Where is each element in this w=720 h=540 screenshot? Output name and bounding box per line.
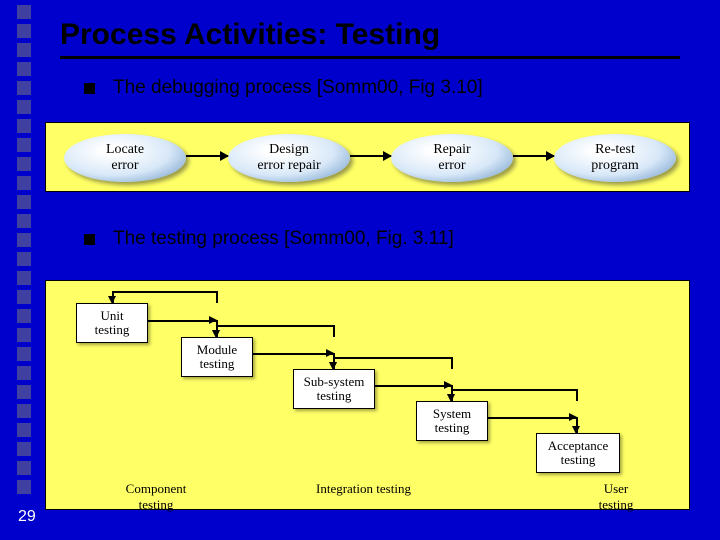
fb-edge <box>216 325 334 327</box>
fb-edge <box>333 357 335 369</box>
sidebar-decoration <box>0 0 48 540</box>
fb-edge <box>216 325 218 337</box>
box-subsystem: Sub-systemtesting <box>293 369 375 409</box>
fwd-edge <box>253 353 333 355</box>
bullet-icon <box>84 83 95 94</box>
fb-edge <box>451 389 453 401</box>
oval-repair-error: Repairerror <box>391 134 513 182</box>
fb-edge <box>451 357 453 369</box>
page-number: 29 <box>18 508 36 526</box>
box-unit: Unittesting <box>76 303 148 343</box>
cap-component: Componenttesting <box>111 481 201 513</box>
fb-edge <box>333 357 452 359</box>
arrow-2 <box>350 155 391 157</box>
bullet-1: The debugging process [Somm00, Fig 3.10] <box>84 77 710 99</box>
bullet-2-text: The testing process [Somm00, Fig. 3.11] <box>113 228 454 250</box>
fb-edge <box>216 291 218 303</box>
fwd-edge <box>488 417 576 419</box>
box-acceptance: Acceptancetesting <box>536 433 620 473</box>
cap-user: Usertesting <box>586 481 646 513</box>
arrow-1 <box>186 155 228 157</box>
bullet-1-text: The debugging process [Somm00, Fig 3.10] <box>113 77 483 99</box>
box-system: Systemtesting <box>416 401 488 441</box>
bullet-2: The testing process [Somm00, Fig. 3.11] <box>84 228 454 250</box>
title-underline <box>60 56 680 59</box>
cap-integration: Integration testing <box>316 481 411 497</box>
debugging-diagram: Locateerror Designerror repair Repairerr… <box>45 122 690 192</box>
slide-title: Process Activities: Testing <box>60 10 710 56</box>
arrow-3 <box>513 155 554 157</box>
fb-edge <box>451 389 577 391</box>
fwd-edge <box>148 320 216 322</box>
oval-locate-error: Locateerror <box>64 134 186 182</box>
fwd-edge <box>576 417 578 433</box>
fb-edge <box>112 291 114 303</box>
fb-edge <box>576 389 578 401</box>
fb-edge <box>333 325 335 337</box>
slide-content: Process Activities: Testing The debuggin… <box>60 10 710 111</box>
box-module: Moduletesting <box>181 337 253 377</box>
fb-edge <box>112 291 217 293</box>
oval-design-repair: Designerror repair <box>228 134 350 182</box>
testing-diagram: Unittesting Moduletesting Sub-systemtest… <box>45 280 690 510</box>
oval-retest: Re-testprogram <box>554 134 676 182</box>
fwd-edge <box>375 385 451 387</box>
bullet-2-wrap: The testing process [Somm00, Fig. 3.11] <box>60 218 454 262</box>
bullet-icon <box>84 234 95 245</box>
